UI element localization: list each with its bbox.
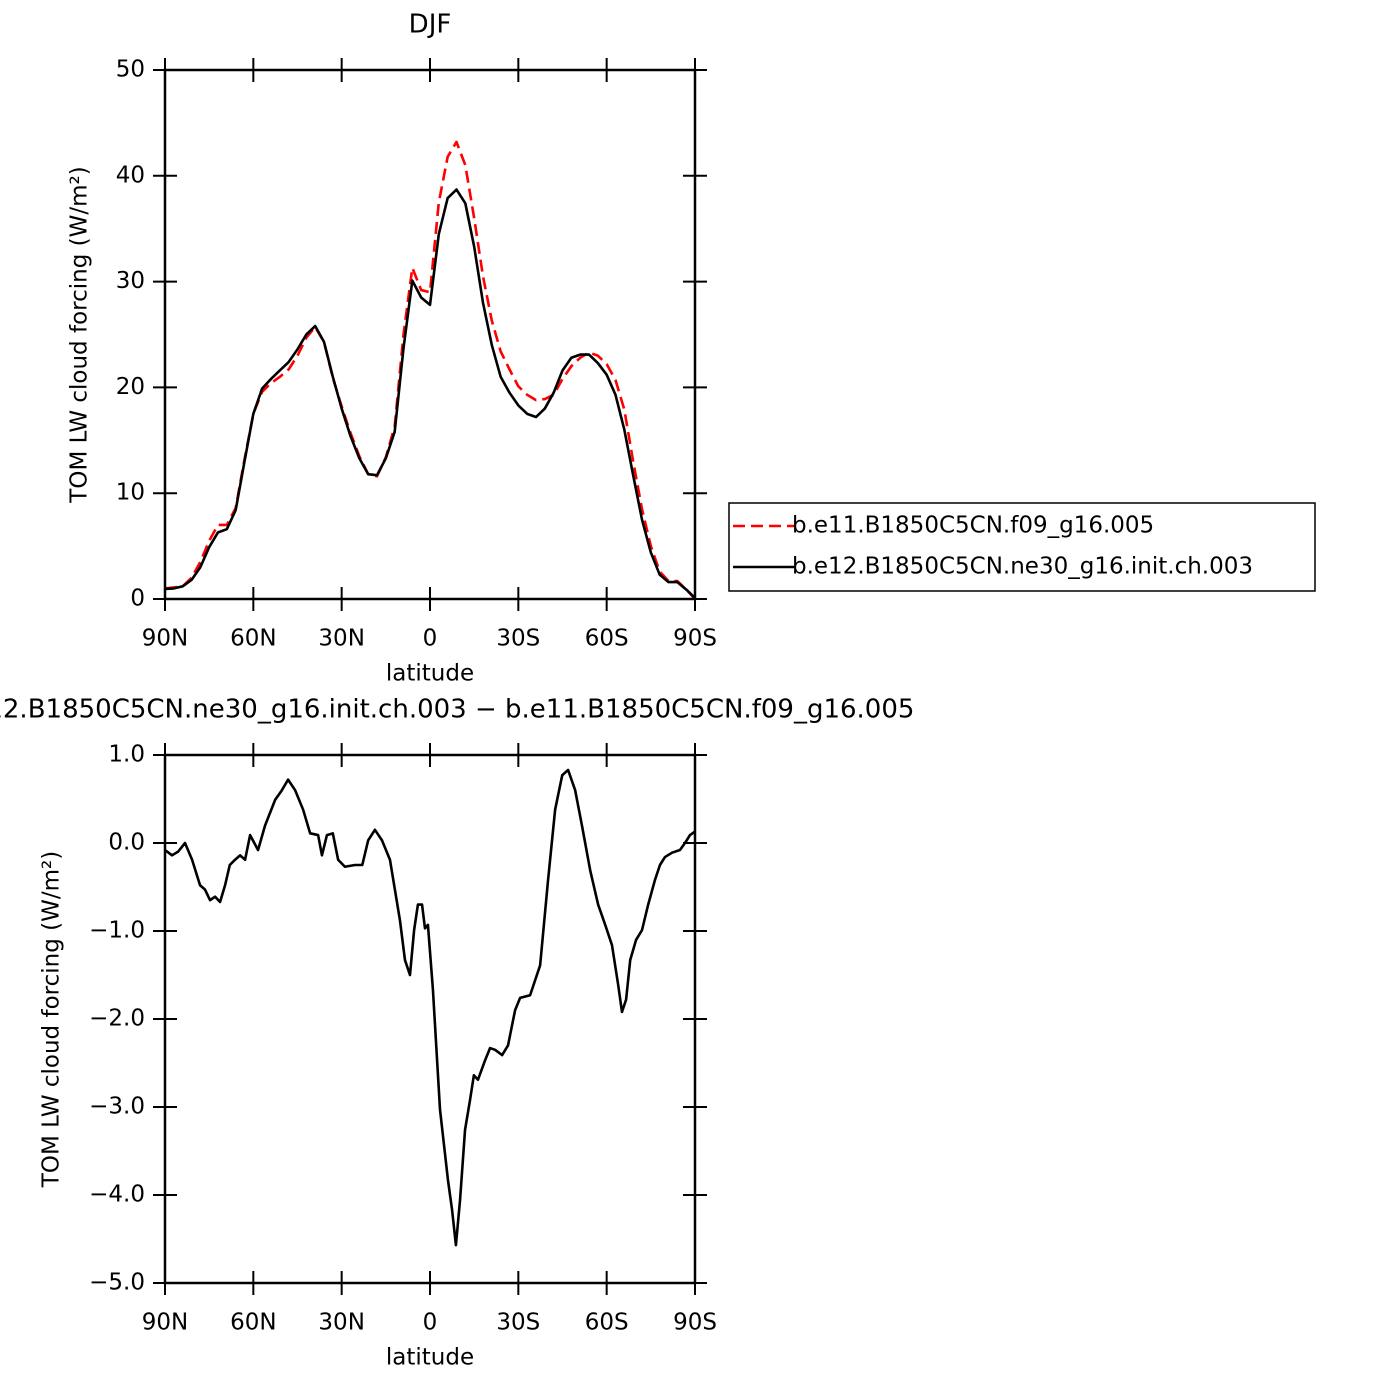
x-tick-label: 0 (423, 626, 438, 652)
y-tick-label: 1.0 (108, 742, 145, 768)
chart-title: DJF (409, 10, 452, 40)
y-axis-label: TOM LW cloud forcing (W/m²) (39, 851, 65, 1188)
y-tick-label: −4.0 (89, 1182, 145, 1208)
x-tick-label: 60S (585, 626, 629, 652)
x-tick-label: 60N (230, 626, 276, 652)
y-tick-label: −1.0 (89, 918, 145, 944)
y-tick-label: 0 (130, 586, 145, 612)
y-tick-label: −3.0 (89, 1094, 145, 1120)
x-tick-label: 90S (673, 626, 717, 652)
chart-title: b.e12.B1850C5CN.ne30_g16.init.ch.003 − b… (0, 695, 914, 725)
x-tick-label: 30N (318, 1310, 364, 1336)
x-tick-label: 30N (318, 626, 364, 652)
x-tick-label: 90S (673, 1310, 717, 1336)
data-line (164, 140, 696, 600)
y-tick-label: 20 (116, 374, 145, 400)
x-axis-label: latitude (386, 1345, 474, 1371)
x-tick-label: 60S (585, 1310, 629, 1336)
legend-box (728, 502, 1316, 592)
x-tick-label: 60N (230, 1310, 276, 1336)
y-tick-label: 40 (116, 162, 145, 188)
legend-label: b.e12.B1850C5CN.ne30_g16.init.ch.003 (792, 554, 1253, 580)
y-tick-label: 50 (116, 57, 145, 83)
data-line (164, 188, 696, 599)
y-tick-label: −5.0 (89, 1270, 145, 1296)
plot-frame (163, 753, 697, 1285)
plot-frame (163, 68, 697, 601)
x-tick-label: 90N (142, 626, 188, 652)
x-tick-label: 90N (142, 1310, 188, 1336)
x-tick-label: 0 (423, 1310, 438, 1336)
x-tick-label: 30S (496, 626, 540, 652)
legend-label: b.e11.B1850C5CN.f09_g16.005 (792, 513, 1154, 539)
y-tick-label: 30 (116, 268, 145, 294)
y-tick-label: 10 (116, 480, 145, 506)
x-tick-label: 30S (496, 1310, 540, 1336)
x-axis-label: latitude (386, 661, 474, 687)
y-tick-label: 0.0 (108, 830, 145, 856)
data-line (164, 768, 696, 1247)
y-tick-label: −2.0 (89, 1006, 145, 1032)
y-axis-label: TOM LW cloud forcing (W/m²) (67, 166, 93, 503)
